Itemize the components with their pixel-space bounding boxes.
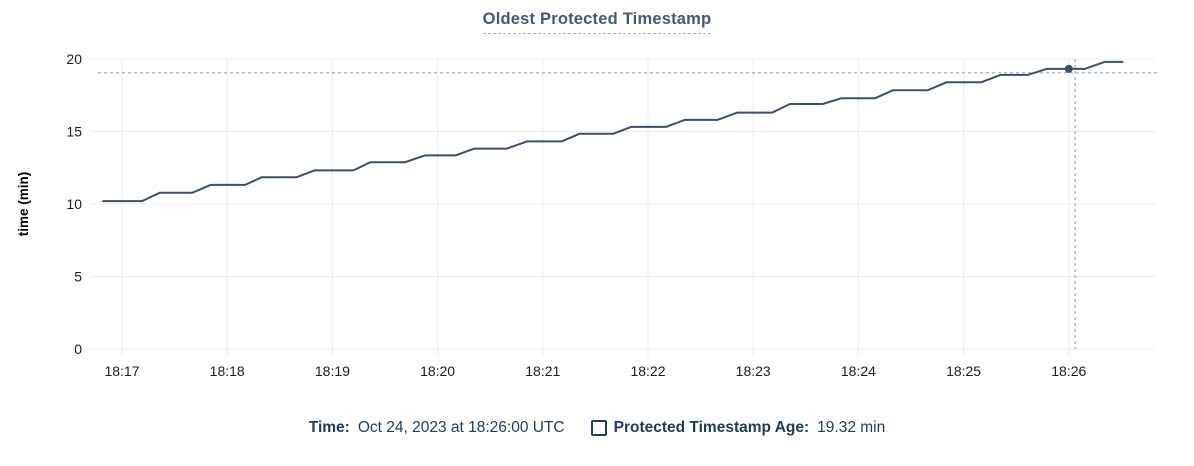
y-tick-label: 15 (66, 124, 82, 140)
x-tick-label: 18:20 (420, 363, 455, 379)
y-tick-label: 0 (74, 341, 82, 357)
chart-canvas[interactable]: 0 5 10 15 20 18:17 18:18 18:19 18:20 18:21 18:22 18… (0, 40, 1194, 385)
y-tick-label: 10 (66, 196, 82, 212)
y-tick-label: 5 (74, 269, 82, 285)
y-axis-title: time (min) (16, 172, 31, 237)
hover-point-dot[interactable] (1064, 64, 1073, 73)
legend-series-label: Protected Timestamp Age: (613, 419, 810, 436)
y-tick-label: 20 (66, 51, 82, 67)
x-tick-label: 18:23 (736, 363, 771, 379)
x-tick-label: 18:25 (946, 363, 981, 379)
series-line[interactable] (102, 60, 1124, 203)
chart-legend: Time: Oct 24, 2023 at 18:26:00 UTC Prote… (0, 419, 1194, 437)
series-checkbox[interactable] (590, 420, 607, 436)
chart-title[interactable]: Oldest Protected Timestamp (482, 10, 712, 34)
x-tick-label: 18:18 (210, 363, 245, 379)
legend-time-label: Time: (308, 419, 350, 436)
x-tick-label: 18:19 (315, 363, 350, 379)
legend-time-value: Oct 24, 2023 at 18:26:00 UTC (357, 419, 565, 436)
x-tick-label: 18:17 (104, 363, 139, 379)
x-tick-label: 18:22 (630, 363, 665, 379)
x-tick-label: 18:24 (841, 363, 876, 379)
legend-series-value: 19.32 min (817, 419, 886, 436)
legend-series-toggle[interactable]: Protected Timestamp Age: 19.32 min (590, 419, 886, 437)
legend-time-item: Time: Oct 24, 2023 at 18:26:00 UTC (309, 419, 565, 437)
x-tick-label: 18:21 (525, 363, 560, 379)
chart-header: Oldest Protected Timestamp (0, 10, 1194, 34)
x-tick-label: 18:26 (1051, 363, 1086, 379)
